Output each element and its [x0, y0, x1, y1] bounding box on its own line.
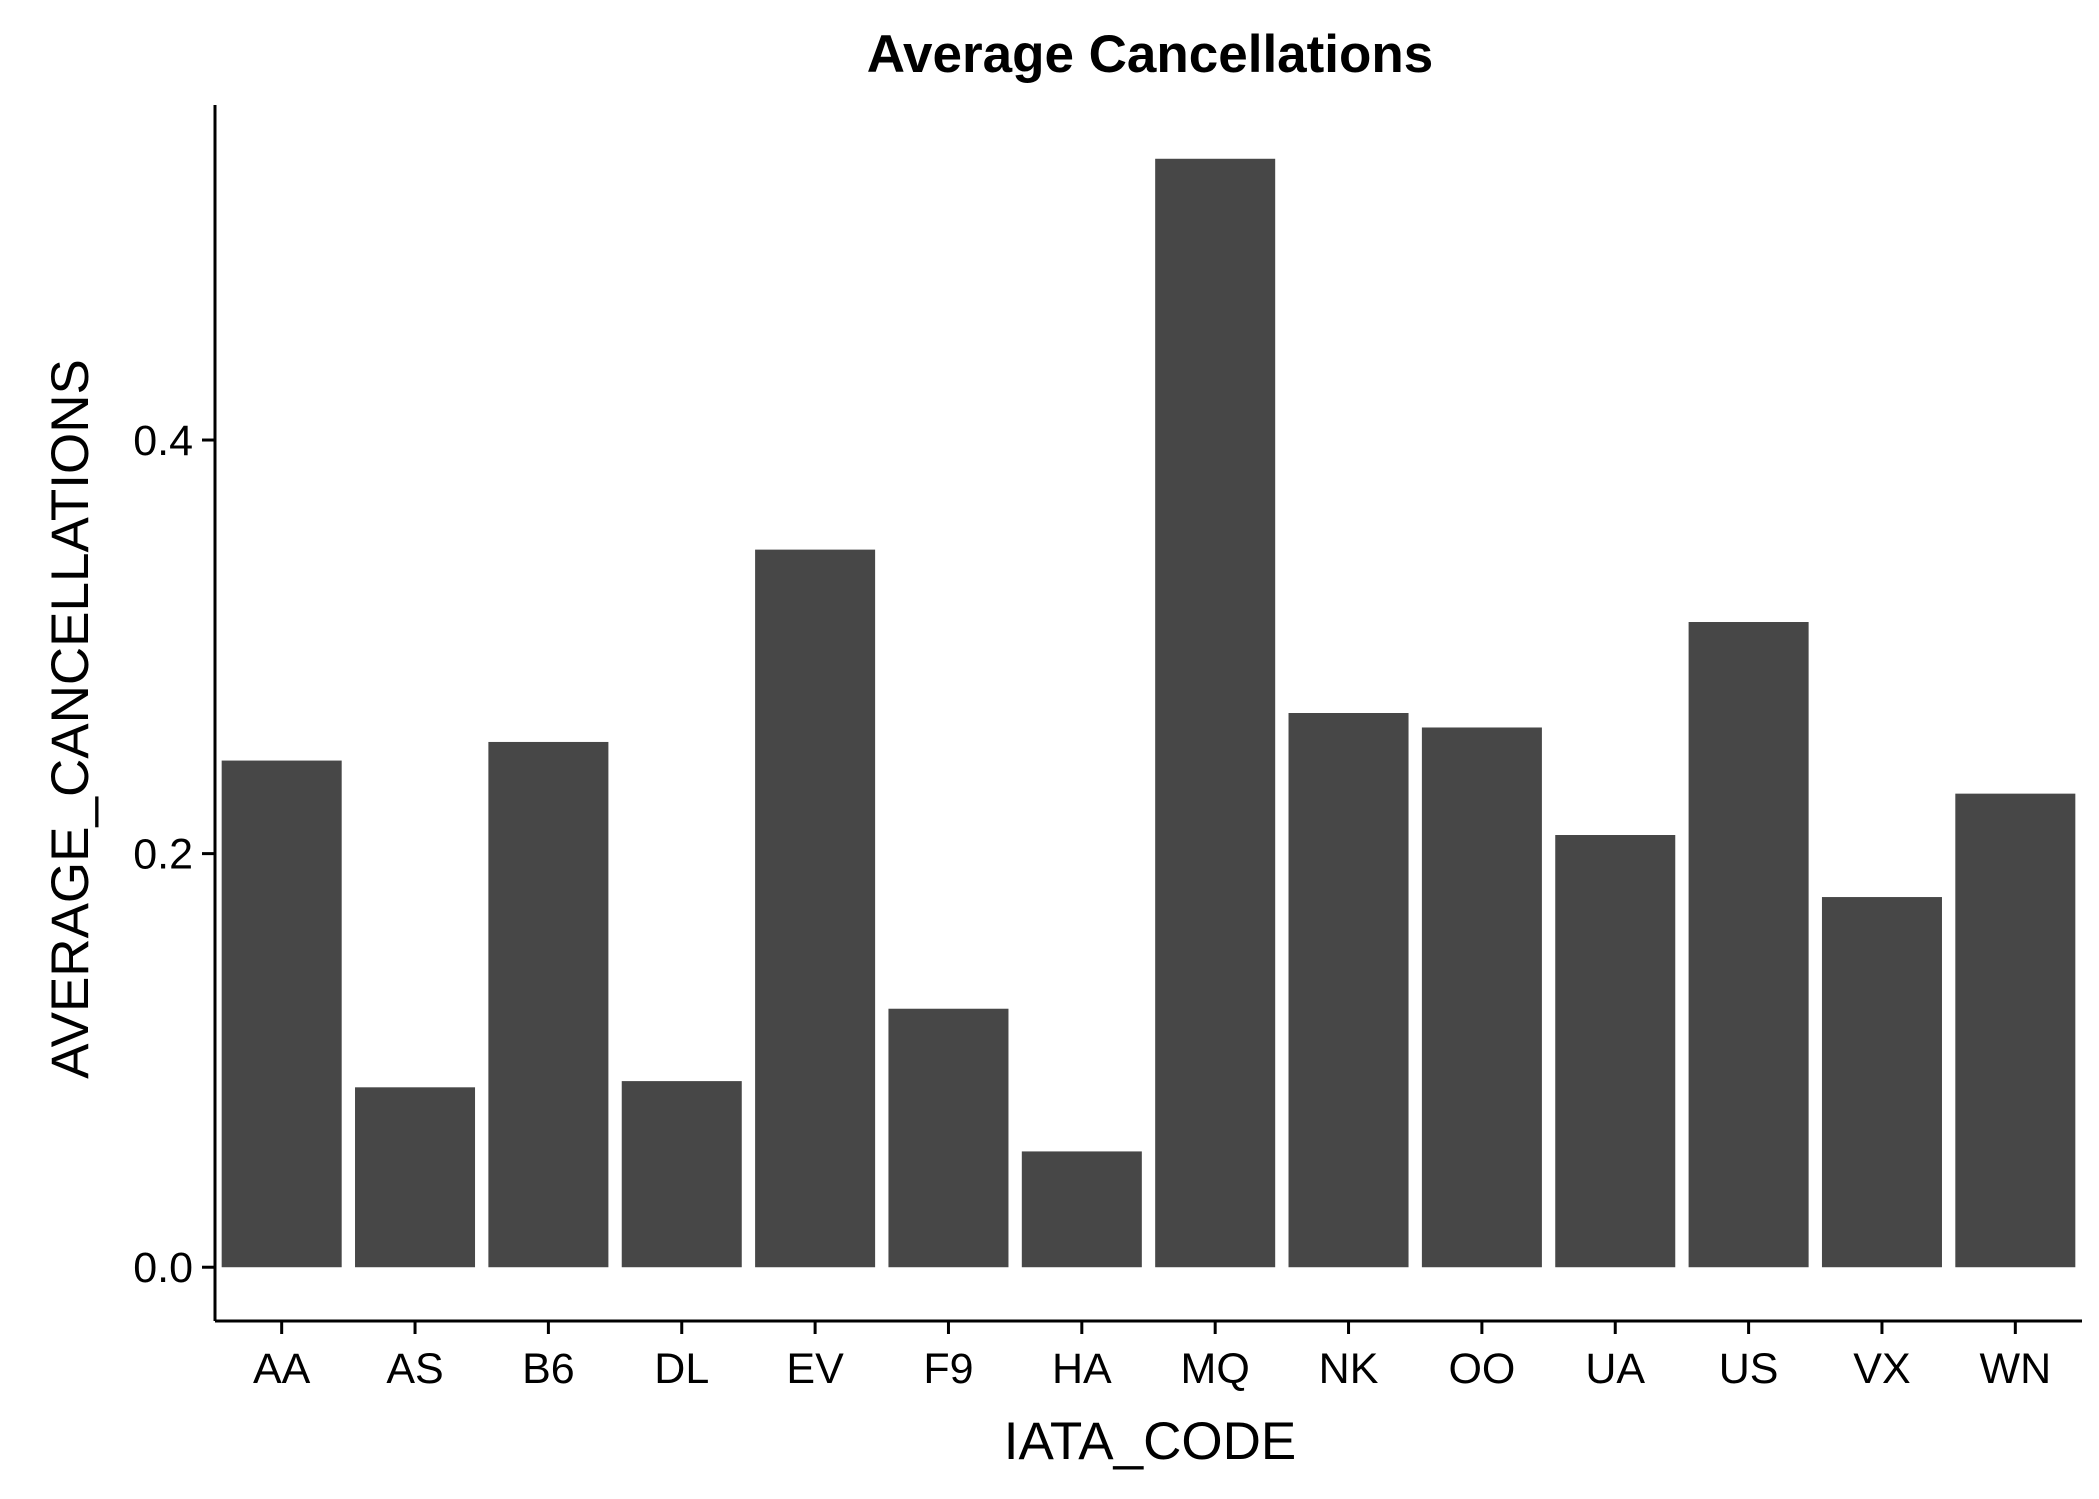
bar-wn — [1955, 793, 2076, 1268]
x-tick-label-dl: DL — [654, 1345, 709, 1393]
y-tick-label: 0.4 — [133, 417, 193, 465]
bar-mq — [1155, 158, 1276, 1268]
bar-vx — [1821, 897, 1942, 1268]
x-tick-label-oo: OO — [1448, 1345, 1515, 1393]
bar-ua — [1555, 835, 1676, 1268]
x-tick-label-aa: AA — [253, 1345, 311, 1393]
x-tick-label-ev: EV — [786, 1345, 844, 1393]
x-axis-ticks: AA AS B6 DL EV F9 HA MQ NK OO UA US VX WN — [253, 1321, 2051, 1393]
bar-ev — [755, 549, 876, 1268]
bar-nk — [1288, 713, 1409, 1268]
x-axis-title: IATA_CODE — [1004, 1412, 1297, 1471]
bar-us — [1688, 622, 1809, 1268]
y-tick-label: 0.0 — [133, 1244, 193, 1292]
chart-title: Average Cancellations — [867, 25, 1434, 84]
bar-dl — [621, 1081, 742, 1268]
x-tick-label-mq: MQ — [1181, 1345, 1250, 1393]
x-tick-label-wn: WN — [1980, 1345, 2052, 1393]
x-tick-label-ua: UA — [1585, 1345, 1645, 1393]
y-tick-label: 0.2 — [133, 831, 193, 879]
bar-ha — [1021, 1151, 1142, 1268]
bar-as — [355, 1087, 476, 1268]
bar-aa — [221, 760, 342, 1268]
y-axis-ticks: 0.0 0.2 0.4 — [133, 417, 215, 1292]
bar-b6 — [488, 741, 609, 1268]
bar-f9 — [888, 1008, 1009, 1268]
x-tick-label-nk: NK — [1319, 1345, 1379, 1393]
x-tick-label-b6: B6 — [522, 1345, 575, 1393]
bar-oo — [1421, 727, 1542, 1268]
y-axis-title: AVERAGE_CANCELLATIONS — [41, 359, 100, 1079]
x-tick-label-ha: HA — [1052, 1345, 1112, 1393]
x-tick-label-us: US — [1719, 1345, 1779, 1393]
bars-group — [221, 158, 2076, 1268]
x-tick-label-vx: VX — [1853, 1345, 1910, 1393]
x-tick-label-as: AS — [386, 1345, 443, 1393]
x-tick-label-f9: F9 — [923, 1345, 973, 1393]
